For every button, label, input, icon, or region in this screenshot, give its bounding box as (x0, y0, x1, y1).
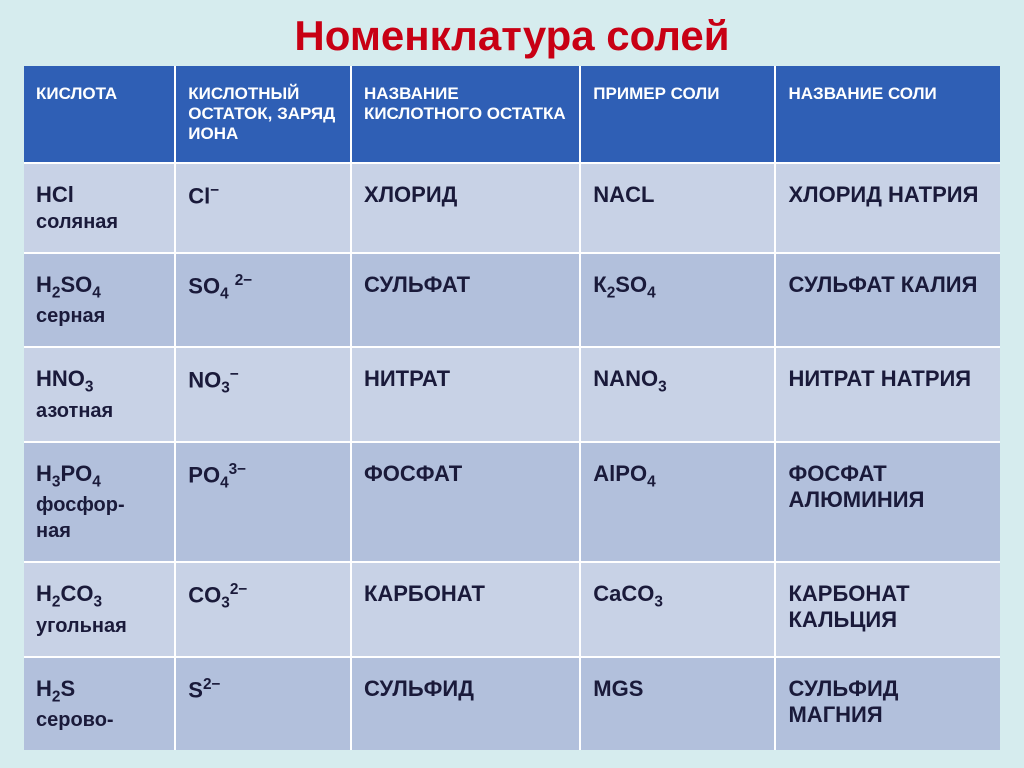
cell-salt-name: НИТРАТ НАТРИЯ (775, 347, 1000, 441)
col-header-residue-name: Название кислотного остатка (351, 66, 580, 163)
table-row: H2Sсерово-S2−СУЛЬФИДMGSСУЛЬФИД МАГНИЯ (24, 657, 1000, 750)
salt-nomenclature-table: Кислота Кислотный остаток, заряд иона На… (24, 66, 1000, 750)
cell-acid: HClсоляная (24, 163, 175, 253)
cell-residue-name: ФОСФАТ (351, 442, 580, 562)
cell-residue-name: НИТРАТ (351, 347, 580, 441)
cell-salt-name: СУЛЬФАТ КАЛИЯ (775, 253, 1000, 347)
slide-title: Номенклатура солей (24, 12, 1000, 60)
slide-container: Номенклатура солей Кислота Кислотный ост… (0, 0, 1024, 768)
table-row: H3PO4фосфор-наяPO43−ФОСФАТAlPO4ФОСФАТ АЛ… (24, 442, 1000, 562)
cell-residue: PO43− (175, 442, 351, 562)
cell-salt-example: AlPO4 (580, 442, 775, 562)
cell-salt-name: СУЛЬФИД МАГНИЯ (775, 657, 1000, 750)
cell-residue-name: СУЛЬФАТ (351, 253, 580, 347)
cell-acid: H2Sсерово- (24, 657, 175, 750)
cell-salt-example: NACL (580, 163, 775, 253)
table-row: H2CO3угольнаяCO32−КАРБОНАТCaCO3КАРБОНАТ … (24, 562, 1000, 656)
table-body: HClсолянаяCl−ХЛОРИДNACLХЛОРИД НАТРИЯH2SO… (24, 163, 1000, 750)
col-header-salt-name: Название соли (775, 66, 1000, 163)
cell-salt-example: MGS (580, 657, 775, 750)
cell-residue: SO4 2− (175, 253, 351, 347)
cell-residue: CO32− (175, 562, 351, 656)
cell-salt-example: CaCO3 (580, 562, 775, 656)
cell-acid: HNO3азотная (24, 347, 175, 441)
cell-acid: H3PO4фосфор-ная (24, 442, 175, 562)
cell-residue-name: КАРБОНАТ (351, 562, 580, 656)
table-row: HClсолянаяCl−ХЛОРИДNACLХЛОРИД НАТРИЯ (24, 163, 1000, 253)
table-row: HNO3азотнаяNO3−НИТРАТNANO3НИТРАТ НАТРИЯ (24, 347, 1000, 441)
col-header-salt-example: Пример соли (580, 66, 775, 163)
cell-acid: H2CO3угольная (24, 562, 175, 656)
cell-salt-example: NANO3 (580, 347, 775, 441)
cell-salt-name: ФОСФАТ АЛЮМИНИЯ (775, 442, 1000, 562)
cell-salt-example: К2SO4 (580, 253, 775, 347)
cell-residue: NO3− (175, 347, 351, 441)
cell-residue-name: СУЛЬФИД (351, 657, 580, 750)
cell-salt-name: ХЛОРИД НАТРИЯ (775, 163, 1000, 253)
table-header-row: Кислота Кислотный остаток, заряд иона На… (24, 66, 1000, 163)
cell-residue: S2− (175, 657, 351, 750)
cell-salt-name: КАРБОНАТ КАЛЬЦИЯ (775, 562, 1000, 656)
cell-residue: Cl− (175, 163, 351, 253)
col-header-residue: Кислотный остаток, заряд иона (175, 66, 351, 163)
col-header-acid: Кислота (24, 66, 175, 163)
cell-acid: H2SO4серная (24, 253, 175, 347)
table-row: H2SO4сернаяSO4 2−СУЛЬФАТК2SO4СУЛЬФАТ КАЛ… (24, 253, 1000, 347)
cell-residue-name: ХЛОРИД (351, 163, 580, 253)
